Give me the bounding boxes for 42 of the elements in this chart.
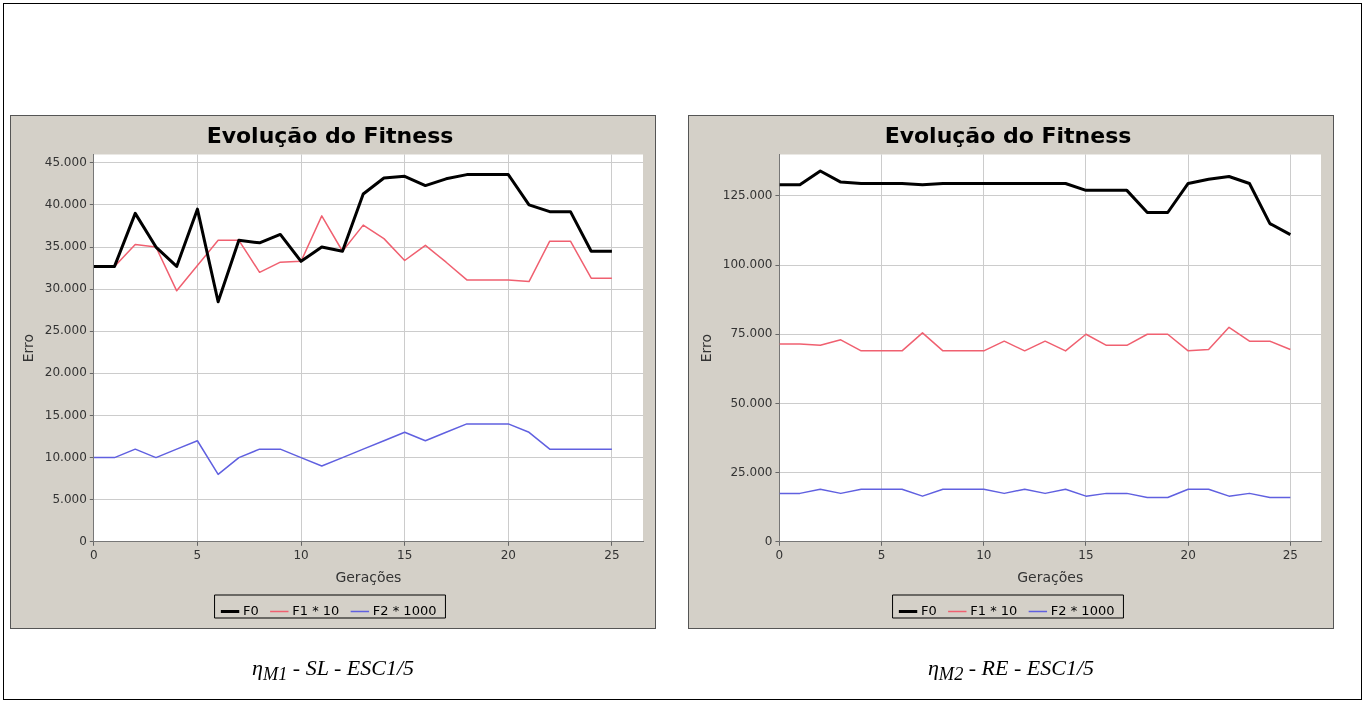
y-tick-label: 30.000 (44, 281, 87, 296)
y-tick-label: 0 (764, 533, 773, 548)
y-tick-label: 125.000 (722, 188, 773, 203)
y-tick-label: 50.000 (730, 395, 773, 410)
x-tick-label: 25 (1282, 548, 1298, 563)
y-tick-label: 35.000 (44, 239, 87, 254)
legend-label: F1 * 10 (970, 602, 1018, 618)
y-tick-label: 40.000 (44, 197, 87, 212)
x-tick-label: 5 (193, 548, 202, 563)
y-axis-title: Erro (20, 333, 37, 363)
x-tick-label: 0 (775, 548, 784, 563)
y-tick-label: 0 (79, 533, 87, 548)
x-tick-label: 10 (976, 548, 992, 563)
x-tick-label: 15 (1078, 548, 1094, 563)
legend-label: F1 * 10 (292, 602, 340, 618)
legend-label: F2 * 1000 (372, 602, 437, 618)
x-axis-title: Gerações (335, 569, 402, 586)
x-tick-label: 5 (877, 548, 886, 563)
y-tick-label: 45.000 (44, 154, 87, 169)
text: η$_{M2}$ - RE - ESC1/5 (926, 655, 1096, 686)
x-tick-label: 20 (1180, 548, 1196, 563)
y-tick-label: 25.000 (730, 464, 773, 479)
chart-title: Evolução do Fitness (884, 122, 1132, 148)
text: η$_{M1}$ - SL - ESC1/5 (250, 655, 416, 686)
x-tick-label: 15 (397, 548, 413, 563)
y-axis-title: Erro (698, 333, 715, 363)
legend-label: F0 (243, 602, 259, 618)
x-tick-label: 20 (500, 548, 516, 563)
y-tick-label: 15.000 (44, 407, 87, 422)
x-tick-label: 25 (604, 548, 620, 563)
x-tick-label: 0 (89, 548, 98, 563)
x-axis-title: Gerações (1017, 569, 1084, 586)
y-tick-label: 10.000 (44, 449, 87, 464)
chart-title: Evolução do Fitness (206, 122, 454, 148)
y-tick-label: 100.000 (722, 257, 773, 272)
y-tick-label: 5.000 (52, 491, 87, 506)
y-tick-label: 75.000 (730, 326, 773, 341)
legend-label: F2 * 1000 (1050, 602, 1115, 618)
y-tick-label: 20.000 (44, 365, 87, 380)
x-tick-label: 10 (293, 548, 309, 563)
legend-label: F0 (921, 602, 937, 618)
y-tick-label: 25.000 (44, 323, 87, 338)
